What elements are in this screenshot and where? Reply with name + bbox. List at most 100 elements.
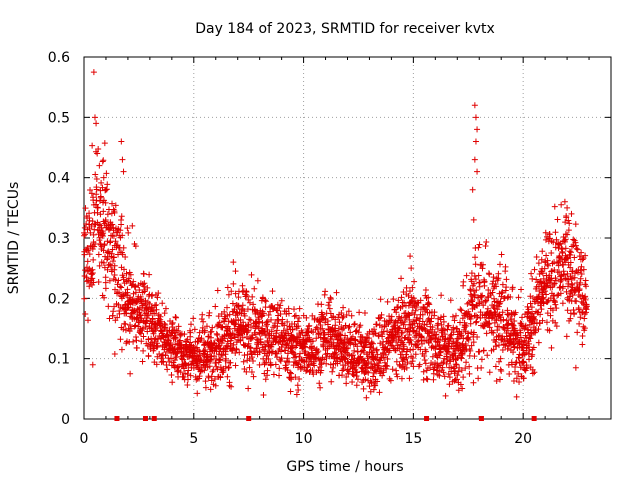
data-point bbox=[222, 348, 229, 355]
data-point bbox=[476, 241, 483, 248]
data-point bbox=[432, 343, 439, 350]
data-point bbox=[484, 352, 491, 359]
data-point bbox=[410, 363, 417, 370]
data-point bbox=[515, 370, 522, 377]
data-point bbox=[316, 363, 323, 370]
data-point bbox=[423, 321, 430, 328]
data-point bbox=[285, 330, 292, 337]
data-point bbox=[325, 302, 332, 309]
gap-marker bbox=[531, 416, 537, 421]
data-point bbox=[243, 292, 250, 299]
data-point bbox=[402, 310, 409, 317]
data-point bbox=[81, 232, 88, 239]
data-point bbox=[409, 284, 416, 291]
data-point bbox=[145, 312, 152, 319]
data-point bbox=[277, 302, 284, 309]
data-point bbox=[132, 289, 139, 296]
data-point bbox=[302, 368, 309, 375]
data-point bbox=[338, 309, 345, 316]
data-point bbox=[345, 308, 352, 315]
data-point bbox=[364, 364, 371, 371]
data-point bbox=[92, 171, 99, 178]
data-point bbox=[411, 311, 418, 318]
data-point bbox=[526, 356, 533, 363]
data-point bbox=[111, 271, 118, 278]
data-point bbox=[357, 353, 364, 360]
data-point bbox=[100, 247, 107, 254]
data-point bbox=[442, 392, 449, 399]
data-point bbox=[437, 314, 444, 321]
data-point bbox=[118, 217, 125, 224]
data-point bbox=[90, 256, 97, 263]
data-point bbox=[85, 247, 92, 254]
data-point bbox=[94, 150, 101, 157]
data-point bbox=[481, 282, 488, 289]
data-point bbox=[342, 355, 349, 362]
data-point bbox=[239, 282, 246, 289]
data-point bbox=[529, 310, 536, 317]
data-point bbox=[173, 314, 180, 321]
data-point bbox=[509, 361, 516, 368]
data-point bbox=[211, 353, 218, 360]
data-point bbox=[395, 336, 402, 343]
data-point bbox=[122, 327, 129, 334]
data-point bbox=[100, 208, 107, 215]
data-point bbox=[260, 392, 267, 399]
data-point bbox=[248, 368, 255, 375]
data-point bbox=[441, 331, 448, 338]
data-point bbox=[89, 275, 96, 282]
data-point bbox=[454, 372, 461, 379]
data-point bbox=[296, 305, 303, 312]
data-point bbox=[261, 328, 268, 335]
data-point bbox=[407, 336, 414, 343]
data-point bbox=[85, 317, 92, 324]
data-point bbox=[412, 307, 419, 314]
data-point bbox=[177, 369, 184, 376]
data-point bbox=[214, 287, 221, 294]
data-point bbox=[425, 294, 432, 301]
data-point bbox=[151, 310, 158, 317]
data-point bbox=[469, 186, 476, 193]
data-point bbox=[504, 294, 511, 301]
data-point bbox=[493, 343, 500, 350]
data-point bbox=[207, 329, 214, 336]
data-point bbox=[130, 338, 137, 345]
y-tick-label: 0.3 bbox=[48, 231, 70, 247]
data-point bbox=[89, 142, 96, 149]
data-point bbox=[384, 363, 391, 370]
data-point bbox=[94, 204, 101, 211]
data-point bbox=[264, 321, 271, 328]
data-point bbox=[244, 306, 251, 313]
data-point bbox=[558, 201, 565, 208]
data-point bbox=[519, 314, 526, 321]
data-point bbox=[181, 331, 188, 338]
chart-title: Day 184 of 2023, SRMTID for receiver kvt… bbox=[195, 21, 495, 37]
data-point bbox=[346, 368, 353, 375]
x-tick-label: 0 bbox=[80, 431, 89, 447]
data-point bbox=[474, 334, 481, 341]
data-point bbox=[531, 316, 538, 323]
data-point bbox=[283, 341, 290, 348]
data-point bbox=[582, 296, 589, 303]
data-point bbox=[434, 363, 441, 370]
data-point bbox=[193, 376, 200, 383]
data-point bbox=[440, 359, 447, 366]
data-point bbox=[528, 304, 535, 311]
data-point bbox=[194, 338, 201, 345]
data-point bbox=[403, 351, 410, 358]
data-point bbox=[485, 287, 492, 294]
data-point bbox=[213, 330, 220, 337]
data-point bbox=[498, 251, 505, 258]
data-point bbox=[413, 303, 420, 310]
data-point bbox=[512, 364, 519, 371]
data-point bbox=[250, 373, 257, 380]
data-point bbox=[288, 370, 295, 377]
data-point bbox=[93, 197, 100, 204]
data-point bbox=[343, 380, 350, 387]
data-point bbox=[246, 299, 253, 306]
data-point bbox=[96, 162, 103, 169]
data-point bbox=[309, 338, 316, 345]
data-point bbox=[548, 250, 555, 257]
data-point bbox=[523, 362, 530, 369]
data-point bbox=[459, 315, 466, 322]
